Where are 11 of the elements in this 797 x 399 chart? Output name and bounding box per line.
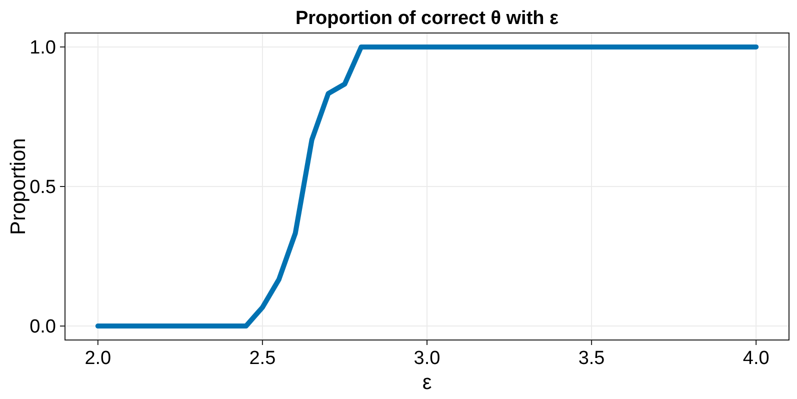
y-axis-title: Proportion bbox=[7, 138, 30, 235]
y-tick-label: 0.5 bbox=[30, 177, 56, 198]
x-tick-label: 2.0 bbox=[84, 348, 112, 369]
x-tick-label: 4.0 bbox=[742, 348, 770, 369]
x-tick-label: 2.5 bbox=[249, 348, 276, 369]
y-tick-label: 1.0 bbox=[30, 38, 56, 59]
x-axis-title: ε bbox=[422, 371, 432, 394]
x-tick-label: 3.5 bbox=[578, 348, 605, 369]
chart-title: Proportion of correct θ with ε bbox=[295, 8, 559, 29]
y-tick-label: 0.0 bbox=[30, 316, 56, 338]
x-tick-label: 3.0 bbox=[414, 348, 440, 369]
